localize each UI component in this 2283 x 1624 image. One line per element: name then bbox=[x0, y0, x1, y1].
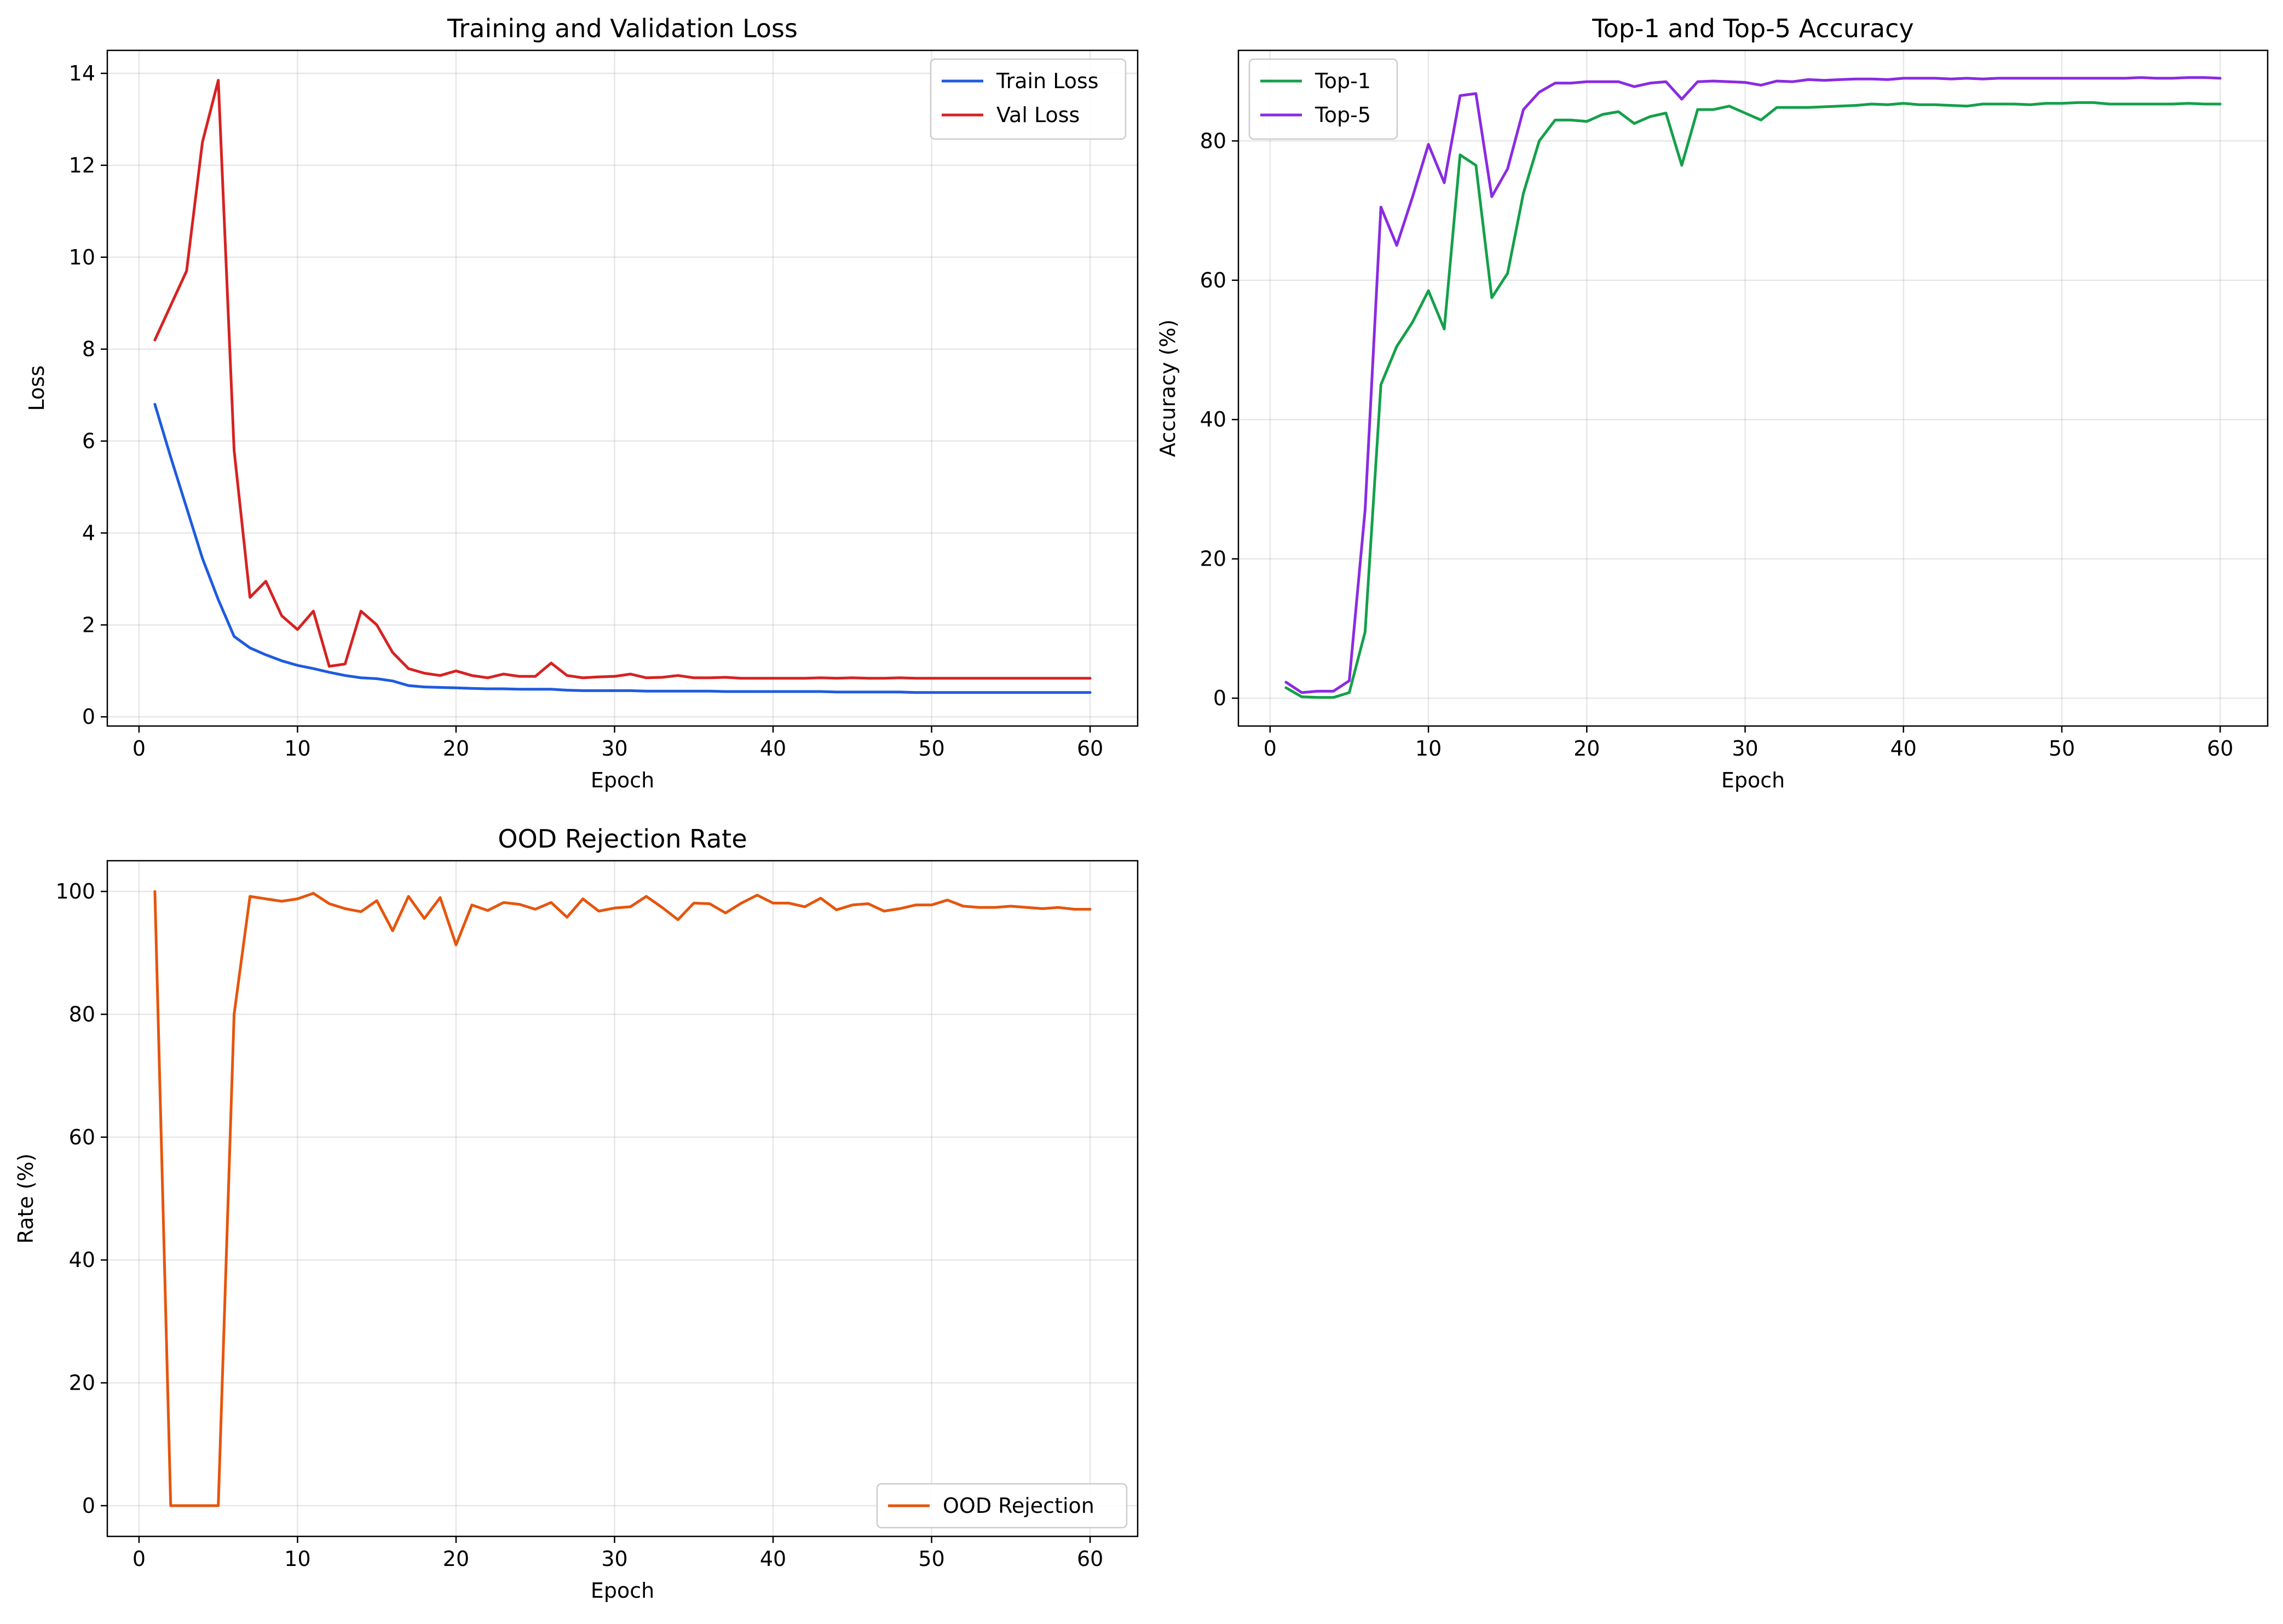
chart-2-legend-box bbox=[1248, 58, 1398, 140]
chart-3-series-ood-rejection-line bbox=[153, 890, 1092, 1507]
chart-1-xtick-label: 10 bbox=[284, 736, 310, 761]
chart-3-legend: OOD Rejection bbox=[876, 1483, 1128, 1529]
chart-3-xtick-label: 0 bbox=[132, 1547, 146, 1571]
chart-2-xtick-label: 40 bbox=[1890, 736, 1917, 761]
chart-1-ytick-label: 0 bbox=[82, 705, 95, 729]
chart-2-ytick-label: 20 bbox=[1200, 547, 1226, 571]
chart-2-xtick-label: 20 bbox=[1573, 736, 1600, 761]
chart-2-legend: Top-1 Top-5 bbox=[1248, 58, 1398, 140]
chart-1-xtick-label: 60 bbox=[1077, 736, 1103, 761]
chart-3-xlabel: Epoch bbox=[591, 1579, 654, 1603]
chart-2-xtick-label: 0 bbox=[1264, 736, 1277, 761]
chart-2-xtick-label: 50 bbox=[2049, 736, 2075, 761]
chart-1-xtick-label: 40 bbox=[760, 736, 786, 761]
chart-3-xtick-label: 60 bbox=[1077, 1547, 1103, 1571]
chart-1-legend-label: Val Loss bbox=[996, 103, 1080, 127]
chart-1-series-val-loss-line bbox=[153, 79, 1092, 680]
chart-3-ytick-label: 80 bbox=[69, 1002, 95, 1026]
chart-1-ytick-label: 14 bbox=[69, 61, 95, 85]
chart-1-ytick-label: 4 bbox=[82, 521, 95, 545]
chart-2-legend-label: Top-1 bbox=[1315, 69, 1371, 93]
loss-chart: 0 10 20 30 40 50 60 0 2 4 6 8 10 12 14 Training and Val… bbox=[25, 14, 1139, 792]
chart-2-xtick-label: 30 bbox=[1732, 736, 1758, 761]
chart-1-ylabel: Loss bbox=[25, 365, 49, 411]
chart-3-ylabel: Rate (%) bbox=[14, 1154, 38, 1244]
chart-2-xtick-label: 10 bbox=[1415, 736, 1442, 761]
chart-3-xtick-label: 50 bbox=[918, 1547, 944, 1571]
chart-2-ylabel: Accuracy (%) bbox=[1156, 319, 1180, 457]
chart-1-ytick-label: 6 bbox=[82, 429, 95, 453]
chart-1-series-train-loss-line bbox=[153, 402, 1092, 694]
chart-3-ytick-label: 20 bbox=[69, 1371, 95, 1395]
chart-3-xtick-label: 30 bbox=[601, 1547, 627, 1571]
chart-1-xlabel: Epoch bbox=[591, 768, 654, 792]
chart-1-ytick-label: 10 bbox=[69, 245, 95, 269]
chart-2-title: Top-1 and Top-5 Accuracy bbox=[1592, 14, 1913, 43]
chart-3-ytick-label: 40 bbox=[69, 1248, 95, 1272]
chart-2-xlabel: Epoch bbox=[1721, 768, 1785, 792]
chart-1-xtick-label: 50 bbox=[918, 736, 944, 761]
chart-3-ytick-label: 60 bbox=[69, 1125, 95, 1149]
accuracy-chart: 0 10 20 30 40 50 60 0 20 40 60 80 Top-1 and Top-5 Ac… bbox=[1156, 14, 2269, 792]
chart-2-legend-label: Top-5 bbox=[1315, 103, 1371, 127]
chart-1-xtick-label: 0 bbox=[132, 736, 146, 761]
ood-rejection-chart: 0 10 20 30 40 50 60 0 20 40 60 80 100 OOD Rejection R… bbox=[14, 824, 1139, 1603]
chart-2-series-top-1-line bbox=[1284, 101, 2222, 699]
chart-2-ytick-label: 40 bbox=[1200, 407, 1226, 431]
chart-1-ytick-label: 2 bbox=[82, 613, 95, 637]
chart-1-xtick-label: 30 bbox=[601, 736, 627, 761]
chart-1-legend-box bbox=[930, 58, 1127, 140]
chart-2-ytick-label: 60 bbox=[1200, 268, 1226, 292]
chart-2-ytick-label: 80 bbox=[1200, 129, 1226, 153]
chart-1-xtick-label: 20 bbox=[443, 736, 469, 761]
chart-3-legend-label: OOD Rejection bbox=[943, 1494, 1094, 1518]
chart-3-ytick-label: 100 bbox=[55, 879, 95, 903]
chart-3-ytick-label: 0 bbox=[82, 1494, 95, 1518]
chart-1-ytick-label: 12 bbox=[69, 153, 95, 177]
chart-3-xtick-label: 40 bbox=[760, 1547, 786, 1571]
chart-1-plot-frame bbox=[106, 49, 1139, 727]
chart-2-series-top-5-line bbox=[1284, 76, 2222, 694]
chart-1-legend: Train Loss Val Loss bbox=[930, 58, 1127, 140]
chart-3-xtick-label: 10 bbox=[284, 1547, 310, 1571]
chart-2-ytick-label: 0 bbox=[1213, 686, 1226, 710]
chart-3-plot-frame bbox=[106, 860, 1139, 1537]
chart-1-legend-label: Train Loss bbox=[996, 69, 1099, 93]
chart-3-legend-box bbox=[876, 1483, 1128, 1529]
chart-1-ytick-label: 8 bbox=[82, 337, 95, 361]
chart-2-xtick-label: 60 bbox=[2207, 736, 2233, 761]
chart-2-plot-frame bbox=[1237, 49, 2269, 727]
chart-1-title: Training and Validation Loss bbox=[447, 14, 798, 43]
chart-3-title: OOD Rejection Rate bbox=[498, 824, 747, 854]
chart-3-xtick-label: 20 bbox=[443, 1547, 469, 1571]
